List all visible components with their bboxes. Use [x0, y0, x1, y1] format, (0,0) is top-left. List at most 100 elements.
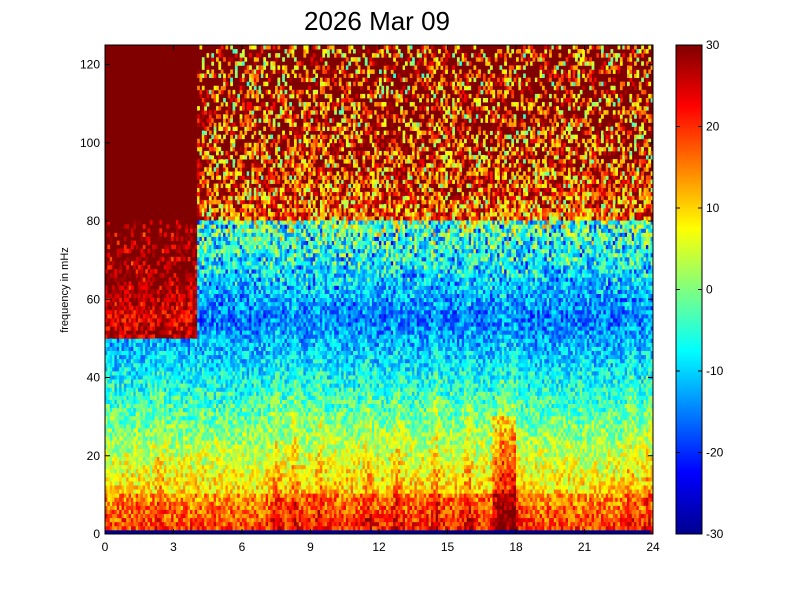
heatmap-cell [190, 444, 193, 448]
heatmap-cell [169, 428, 172, 432]
heatmap-cell [178, 265, 181, 269]
heatmap-cell [228, 444, 231, 448]
heatmap-cell [247, 489, 250, 493]
heatmap-cell [148, 465, 151, 469]
heatmap-cell [190, 342, 193, 346]
heatmap-cell [247, 216, 250, 220]
heatmap-cell [188, 326, 191, 330]
heatmap-cell [199, 45, 202, 49]
heatmap-cell [169, 277, 172, 281]
heatmap-cell [192, 359, 195, 363]
heatmap-cell [207, 338, 210, 342]
heatmap-cell [199, 94, 202, 98]
heatmap-cell [207, 151, 210, 155]
heatmap-cell [223, 314, 226, 318]
heatmap-cell [228, 302, 231, 306]
heatmap-cell [117, 371, 120, 375]
heatmap-cell [192, 400, 195, 404]
heatmap-cell [114, 501, 117, 505]
heatmap-cell [140, 249, 143, 253]
heatmap-cell [209, 159, 212, 163]
heatmap-cell [117, 306, 120, 310]
heatmap-cell [162, 493, 165, 497]
heatmap-cell [183, 245, 186, 249]
heatmap-cell [164, 497, 167, 501]
heatmap-cell [199, 432, 202, 436]
heatmap-cell [133, 326, 136, 330]
heatmap-cell [148, 306, 151, 310]
heatmap-cell [164, 391, 167, 395]
heatmap-cell [247, 294, 250, 298]
heatmap-cell [143, 359, 146, 363]
heatmap-cell [171, 269, 174, 273]
heatmap-cell [235, 424, 238, 428]
heatmap-cell [157, 420, 160, 424]
heatmap-cell [117, 355, 120, 359]
heatmap-cell [114, 330, 117, 334]
heatmap-cell [228, 416, 231, 420]
heatmap-cell [143, 465, 146, 469]
heatmap-cell [159, 510, 162, 514]
heatmap-cell [199, 228, 202, 232]
heatmap-cell [124, 375, 127, 379]
heatmap-cell [157, 412, 160, 416]
heatmap-cell [214, 127, 217, 131]
heatmap-cell [223, 514, 226, 518]
heatmap-cell [188, 436, 191, 440]
heatmap-cell [152, 485, 155, 489]
heatmap-cell [204, 391, 207, 395]
heatmap-cell [207, 428, 210, 432]
heatmap-cell [148, 436, 151, 440]
heatmap-cell [188, 351, 191, 355]
heatmap-cell [169, 318, 172, 322]
heatmap-cell [174, 404, 177, 408]
heatmap-cell [152, 481, 155, 485]
heatmap-cell [247, 514, 250, 518]
heatmap-cell [209, 184, 212, 188]
heatmap-cell [133, 428, 136, 432]
heatmap-cell [251, 114, 254, 118]
heatmap-cell [117, 395, 120, 399]
heatmap-cell [190, 281, 193, 285]
heatmap-cell [249, 285, 252, 289]
heatmap-cell [240, 228, 243, 232]
heatmap-cell [190, 485, 193, 489]
heatmap-cell [145, 375, 148, 379]
heatmap-cell [110, 518, 113, 522]
heatmap-cell [131, 461, 134, 465]
heatmap-cell [244, 469, 247, 473]
heatmap-cell [157, 465, 160, 469]
heatmap-cell [155, 469, 158, 473]
heatmap-cell [159, 457, 162, 461]
heatmap-cell [133, 477, 136, 481]
heatmap-cell [214, 424, 217, 428]
heatmap-cell [195, 310, 198, 314]
heatmap-cell [107, 334, 110, 338]
heatmap-cell [195, 391, 198, 395]
heatmap-cell [223, 469, 226, 473]
heatmap-cell [174, 359, 177, 363]
heatmap-cell [126, 318, 129, 322]
heatmap-cell [181, 473, 184, 477]
heatmap-cell [143, 261, 146, 265]
heatmap-cell [162, 273, 165, 277]
heatmap-cell [211, 347, 214, 351]
heatmap-cell [181, 383, 184, 387]
heatmap-cell [230, 208, 233, 212]
heatmap-cell [126, 371, 129, 375]
heatmap-cell [221, 285, 224, 289]
heatmap-cell [119, 371, 122, 375]
heatmap-cell [140, 269, 143, 273]
heatmap-cell [249, 322, 252, 326]
heatmap-cell [166, 412, 169, 416]
heatmap-cell [197, 290, 200, 294]
heatmap-cell [138, 318, 141, 322]
heatmap-cell [178, 359, 181, 363]
heatmap-cell [188, 290, 191, 294]
heatmap-cell [112, 453, 115, 457]
heatmap-cell [251, 375, 254, 379]
heatmap-cell [207, 241, 210, 245]
heatmap-cell [209, 143, 212, 147]
heatmap-cell [202, 330, 205, 334]
heatmap-cell [178, 298, 181, 302]
